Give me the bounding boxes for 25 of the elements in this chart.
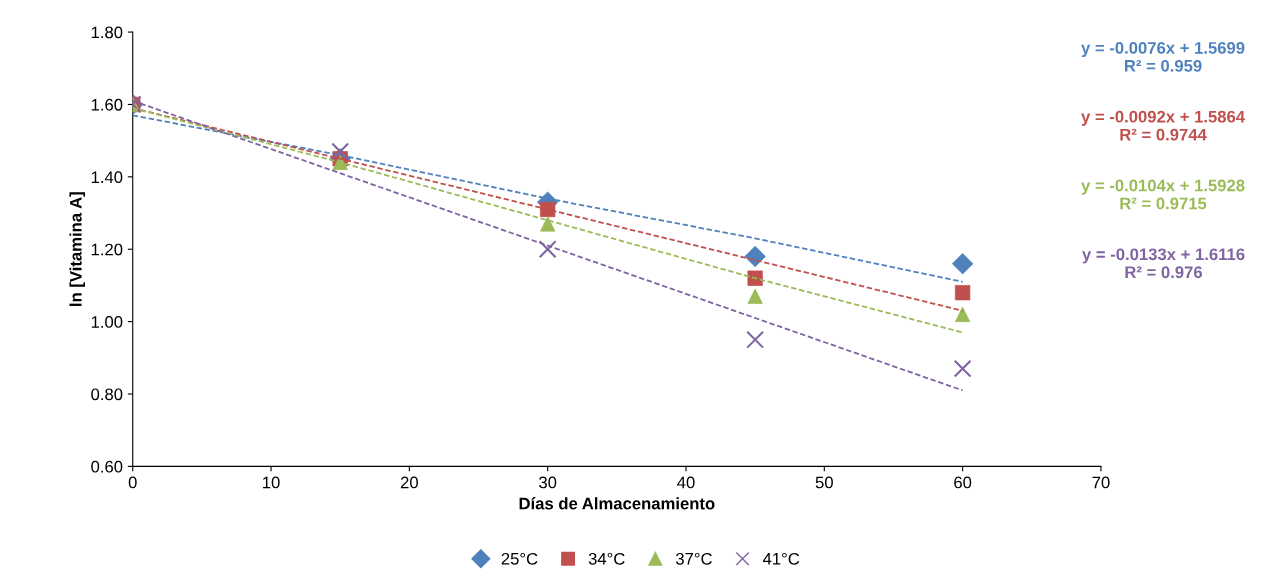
- legend-label: 34°C: [588, 552, 625, 565]
- annotation: y = -0.0104x + 1.5928 R² = 0.9715: [1081, 179, 1245, 210]
- y-tick-label: 0.60: [91, 460, 123, 473]
- x-tick-label: 30: [539, 476, 557, 489]
- x-tick-label: 60: [954, 476, 972, 489]
- annotation: y = -0.0076x + 1.5699 R² = 0.959: [1081, 42, 1245, 72]
- x-tick-label: 20: [400, 476, 418, 489]
- legend-label: 25°C: [501, 552, 538, 565]
- x-tick-label: 70: [1092, 476, 1110, 489]
- y-tick-label: 1.60: [91, 98, 123, 111]
- y-tick-label: 1.20: [91, 243, 123, 256]
- y-axis-title: ln [Vitamina A]: [69, 192, 86, 306]
- annotation: y = -0.0092x + 1.5864 R² = 0.9744: [1081, 110, 1245, 141]
- y-tick-label: 1.00: [91, 316, 123, 328]
- y-tick-label: 1.80: [91, 26, 123, 39]
- y-tick-label: 0.80: [91, 388, 123, 401]
- legend-label: 37°C: [675, 552, 712, 565]
- annotation: y = -0.0133x + 1.6116 R² = 0.976: [1082, 248, 1245, 279]
- x-tick-label: 0: [128, 476, 137, 489]
- y-tick-label: 1.40: [91, 171, 123, 184]
- x-axis-title: Días de Almacenamiento: [519, 497, 715, 510]
- legend-label: 41°C: [762, 552, 800, 565]
- x-tick-label: 10: [263, 476, 280, 489]
- x-tick-label: 50: [815, 476, 833, 489]
- x-tick-label: 40: [677, 476, 695, 489]
